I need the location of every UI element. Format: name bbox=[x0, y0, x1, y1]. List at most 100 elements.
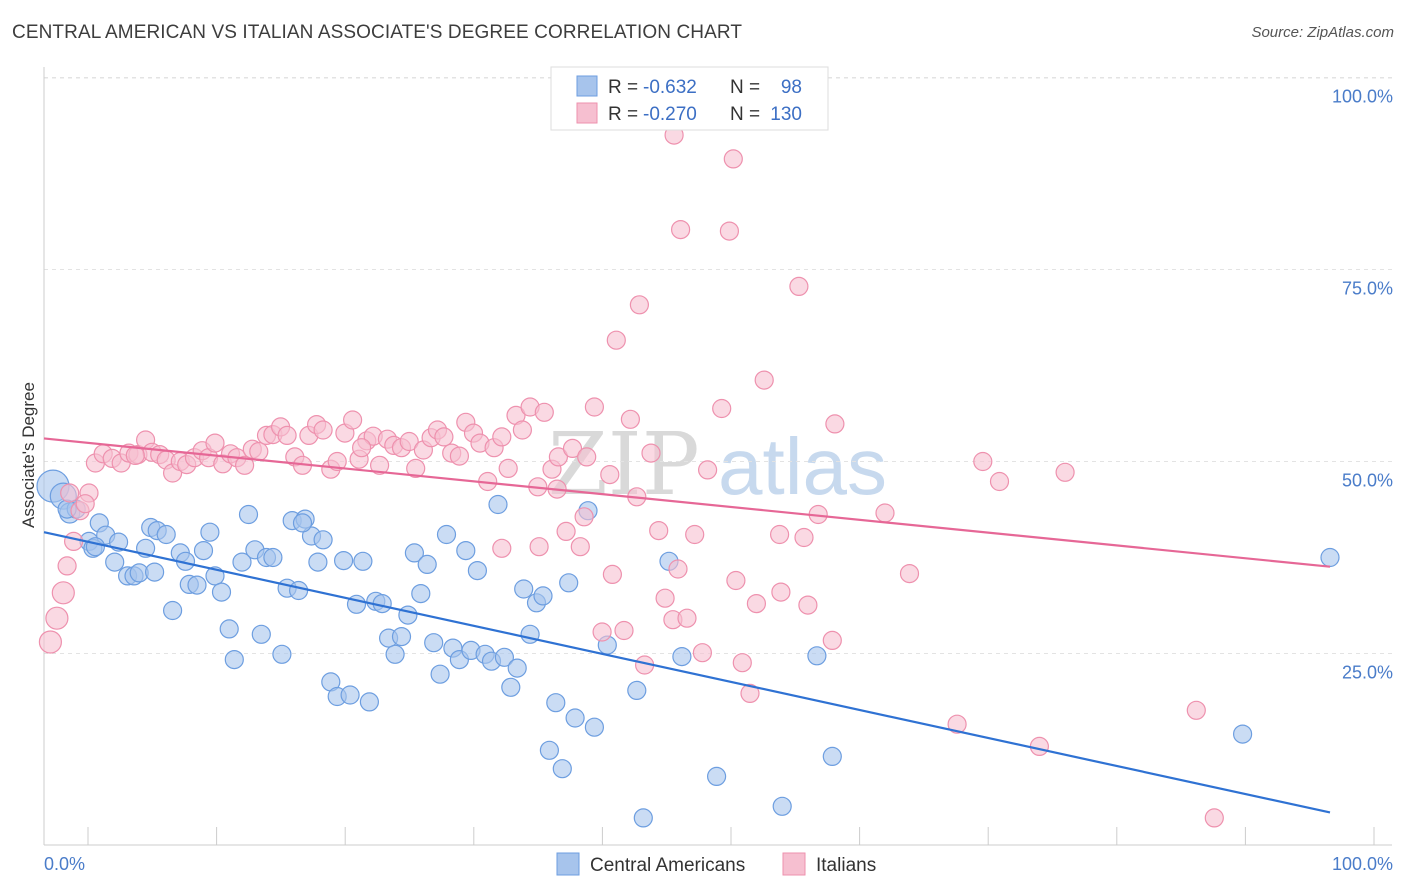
central-american-point-47 bbox=[353, 551, 373, 571]
x-tick-label-min: 0.0% bbox=[44, 854, 85, 874]
central-american-point-71 bbox=[507, 658, 527, 678]
central-american-point-44 bbox=[334, 550, 354, 571]
italian-point-115 bbox=[825, 414, 845, 434]
legend-swatch-italians bbox=[576, 102, 598, 124]
italian-point-129 bbox=[352, 438, 372, 458]
italian-point-33 bbox=[277, 425, 297, 445]
italian-point-40 bbox=[327, 451, 347, 472]
italian-point-81 bbox=[620, 409, 641, 429]
italian-point-92 bbox=[712, 398, 732, 419]
central-american-point-59 bbox=[430, 664, 450, 684]
central-american-point-77 bbox=[546, 693, 566, 713]
italian-point-55 bbox=[434, 427, 454, 447]
italian-point-111 bbox=[1204, 808, 1224, 828]
italian-point-110 bbox=[1186, 700, 1206, 720]
central-american-point-93 bbox=[1320, 547, 1340, 568]
central-american-point-96 bbox=[145, 562, 165, 582]
italian-point-66 bbox=[512, 420, 533, 440]
italian-point-108 bbox=[1029, 736, 1050, 757]
legend-r-label-1: R = bbox=[608, 77, 638, 98]
central-american-point-55 bbox=[404, 543, 424, 563]
italian-point-101 bbox=[798, 595, 818, 615]
central-american-point-87 bbox=[672, 646, 692, 667]
italian-point-69 bbox=[534, 402, 554, 422]
central-american-point-16 bbox=[156, 524, 176, 545]
italian-point-84 bbox=[641, 443, 661, 463]
central-american-point-37 bbox=[289, 580, 309, 601]
italian-point-91 bbox=[692, 643, 713, 663]
central-american-point-34 bbox=[272, 644, 292, 664]
correlation-legend: R = -0.632 N = 98 R = -0.270 N = 130 bbox=[550, 66, 829, 131]
legend-n-label-1: N = bbox=[730, 77, 760, 98]
central-american-point-58 bbox=[424, 633, 444, 653]
central-american-point-26 bbox=[219, 619, 239, 639]
y-tick-label-100: 100.0% bbox=[1332, 87, 1393, 107]
central-american-point-31 bbox=[251, 624, 271, 644]
bottom-legend-swatch-central-americans bbox=[556, 852, 580, 876]
italian-point-106 bbox=[973, 451, 993, 472]
italian-point-103 bbox=[875, 503, 895, 523]
series-legend: Central Americans Italians bbox=[556, 852, 876, 876]
italian-point-117 bbox=[529, 537, 549, 557]
italian-point-73 bbox=[562, 438, 583, 458]
central-american-point-78 bbox=[552, 759, 572, 779]
italian-point-98 bbox=[754, 370, 774, 390]
y-axis-label: Associate's Degree bbox=[19, 382, 38, 528]
italian-point-97 bbox=[746, 593, 767, 614]
central-american-point-41 bbox=[313, 530, 333, 550]
central-american-point-8 bbox=[105, 552, 125, 572]
italian-point-100 bbox=[789, 276, 809, 296]
italian-point-23 bbox=[205, 433, 225, 453]
italian-point-50 bbox=[399, 431, 419, 452]
italian-point-46 bbox=[370, 455, 390, 475]
central-american-point-53 bbox=[391, 626, 412, 647]
x-tick-label-max: 100.0% bbox=[1332, 854, 1393, 874]
central-american-point-84 bbox=[627, 680, 647, 701]
central-american-point-69 bbox=[494, 647, 514, 667]
central-american-point-33 bbox=[263, 547, 283, 568]
italian-point-1 bbox=[45, 606, 69, 630]
central-american-point-82 bbox=[584, 717, 605, 737]
central-american-point-40 bbox=[308, 552, 328, 572]
italian-point-118 bbox=[492, 538, 512, 558]
italian-point-119 bbox=[769, 524, 790, 545]
italian-point-105 bbox=[947, 714, 967, 734]
watermark-zip: ZIP bbox=[548, 415, 700, 515]
italian-point-116 bbox=[697, 460, 718, 480]
central-american-point-25 bbox=[211, 582, 232, 602]
italian-point-85 bbox=[649, 520, 669, 541]
central-american-point-65 bbox=[467, 560, 487, 581]
central-american-point-75 bbox=[533, 586, 553, 606]
central-american-point-17 bbox=[163, 600, 183, 621]
y-tick-label-25: 25.0% bbox=[1342, 663, 1393, 683]
data-points bbox=[36, 125, 1340, 828]
central-american-point-29 bbox=[238, 504, 259, 525]
italian-point-121 bbox=[60, 483, 80, 503]
italian-point-51 bbox=[406, 458, 426, 478]
italian-point-3 bbox=[57, 556, 77, 576]
italian-point-104 bbox=[899, 563, 920, 584]
italian-point-0 bbox=[38, 630, 63, 654]
italian-point-96 bbox=[740, 683, 760, 704]
italian-point-93 bbox=[719, 221, 740, 241]
italian-point-90 bbox=[685, 524, 705, 545]
axes: 25.0% 50.0% 75.0% 100.0% 0.0% 100.0% bbox=[43, 67, 1393, 874]
italian-point-107 bbox=[989, 471, 1010, 492]
italian-point-94 bbox=[726, 570, 746, 591]
italian-point-4 bbox=[63, 531, 84, 552]
chart-title: CENTRAL AMERICAN VS ITALIAN ASSOCIATE'S … bbox=[12, 22, 743, 43]
italian-point-125 bbox=[794, 527, 814, 548]
trend-lines bbox=[43, 437, 1331, 814]
central-american-point-70 bbox=[501, 677, 521, 697]
central-american-point-28 bbox=[232, 552, 252, 572]
italian-point-78 bbox=[600, 465, 620, 485]
italian-point-2 bbox=[51, 581, 75, 605]
central-american-point-68 bbox=[488, 494, 508, 515]
central-american-point-23 bbox=[200, 522, 220, 542]
italian-point-72 bbox=[556, 521, 576, 542]
central-american-point-92 bbox=[1232, 724, 1253, 744]
italian-point-102 bbox=[822, 630, 842, 651]
central-american-point-97 bbox=[292, 513, 313, 533]
central-american-point-72 bbox=[514, 579, 534, 599]
italian-point-64 bbox=[498, 458, 518, 478]
